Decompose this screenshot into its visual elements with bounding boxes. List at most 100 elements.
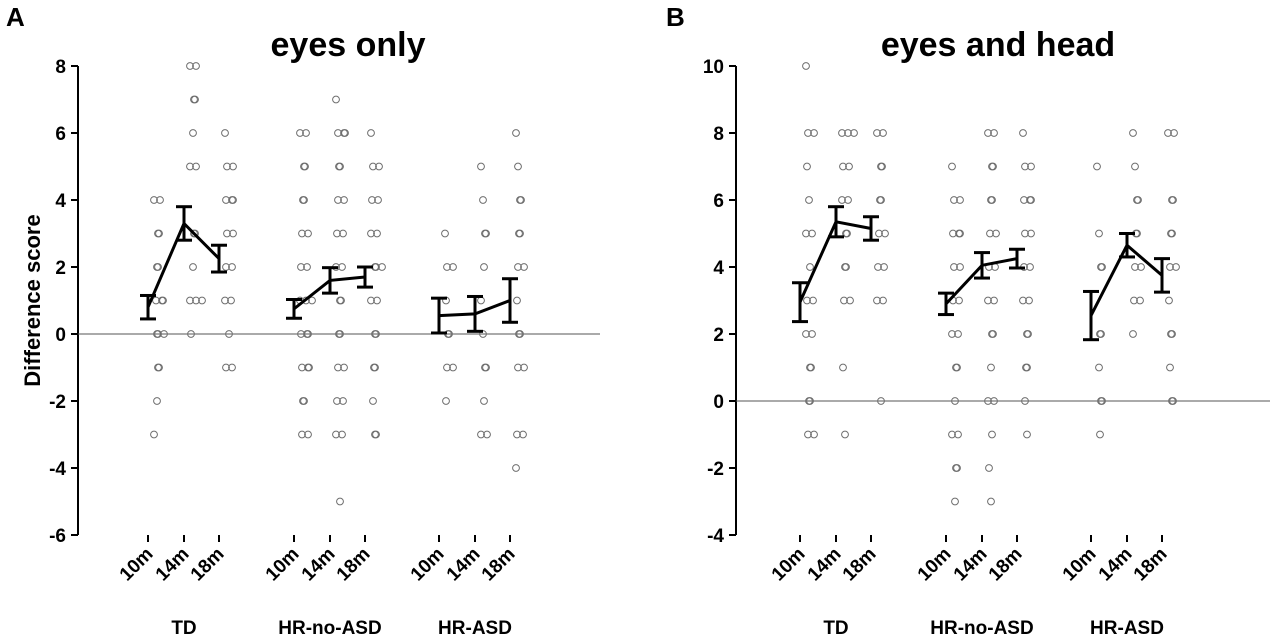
data-point — [223, 229, 231, 238]
data-point — [846, 296, 854, 305]
data-point — [956, 196, 964, 204]
data-point — [986, 229, 994, 238]
data-point — [513, 296, 521, 305]
data-point — [228, 263, 236, 271]
data-point — [948, 162, 956, 171]
data-point — [803, 162, 811, 171]
panel-letter: B — [666, 2, 685, 32]
data-point — [482, 363, 490, 372]
data-point — [477, 296, 485, 305]
data-point — [1172, 263, 1180, 271]
error-bar — [140, 293, 156, 321]
data-point — [154, 263, 162, 271]
data-point — [806, 397, 814, 405]
data-point — [880, 263, 888, 271]
data-point — [191, 95, 199, 104]
group-label: HR-no-ASD — [278, 618, 381, 639]
error-bar — [322, 266, 338, 295]
panel-letter: A — [6, 2, 25, 32]
data-point — [336, 497, 344, 506]
data-point — [480, 397, 488, 405]
data-point — [1023, 363, 1031, 372]
data-point — [512, 464, 520, 472]
data-point — [371, 363, 379, 372]
data-point — [802, 330, 810, 338]
data-point — [1024, 330, 1032, 338]
data-point — [845, 162, 853, 171]
data-point — [192, 162, 200, 171]
data-point — [186, 296, 194, 305]
data-point — [948, 330, 956, 338]
y-tick-label: 8 — [713, 124, 724, 145]
data-point — [1169, 196, 1177, 204]
data-point — [367, 229, 375, 238]
data-point — [300, 196, 308, 204]
data-point — [987, 497, 995, 506]
data-point — [221, 296, 229, 305]
x-tick-label: 10m — [914, 544, 956, 586]
data-point — [807, 363, 815, 372]
error-bar — [176, 205, 192, 242]
data-point — [449, 263, 457, 271]
y-tick-label: -6 — [49, 526, 66, 547]
data-point — [810, 430, 818, 439]
data-point — [1170, 129, 1178, 137]
data-point — [341, 129, 349, 137]
error-bar — [828, 205, 844, 239]
x-tick-label: 14m — [1095, 544, 1137, 586]
data-point — [302, 129, 310, 137]
y-tick-label: -2 — [707, 459, 724, 480]
y-tick-label: -4 — [707, 526, 724, 547]
data-point — [1097, 330, 1105, 338]
data-point — [879, 296, 887, 305]
data-point — [1021, 397, 1029, 405]
data-point — [336, 162, 344, 171]
data-point — [375, 162, 383, 171]
data-point — [222, 363, 230, 372]
error-bar — [792, 281, 808, 324]
data-point — [514, 363, 522, 372]
data-point — [300, 397, 308, 405]
data-point — [1168, 330, 1176, 338]
x-tick-label: 18m — [187, 544, 229, 586]
data-point — [153, 397, 161, 405]
data-point — [1093, 162, 1101, 171]
data-point — [159, 296, 167, 305]
data-point — [988, 196, 996, 204]
y-tick-label: 10 — [703, 57, 724, 78]
error-bar — [357, 265, 373, 289]
data-point — [1168, 229, 1176, 238]
data-point — [189, 129, 197, 137]
data-point — [1095, 363, 1103, 372]
x-tick-label: 18m — [478, 544, 520, 586]
data-point — [304, 330, 312, 338]
data-point — [1166, 263, 1174, 271]
data-point — [186, 62, 194, 70]
data-point — [875, 229, 883, 238]
x-tick-label: 10m — [407, 544, 449, 586]
data-point — [804, 129, 812, 137]
data-point — [953, 464, 961, 472]
chart-title: eyes and head — [881, 26, 1115, 64]
data-point — [373, 229, 381, 238]
data-point — [301, 162, 309, 171]
data-point — [988, 430, 996, 439]
data-point — [369, 162, 377, 171]
data-point — [1027, 162, 1035, 171]
data-point — [1027, 196, 1035, 204]
data-point — [229, 162, 237, 171]
data-point — [956, 263, 964, 271]
data-point — [520, 363, 528, 372]
error-bar — [467, 294, 483, 333]
data-point — [844, 196, 852, 204]
data-point — [1131, 162, 1139, 171]
data-point — [192, 62, 200, 70]
data-point — [296, 129, 304, 137]
y-tick-label: 4 — [713, 258, 724, 279]
data-point — [441, 229, 449, 238]
data-point — [187, 330, 195, 338]
data-point — [838, 196, 846, 204]
data-point — [956, 229, 964, 238]
data-point — [1131, 263, 1139, 271]
data-point — [839, 363, 847, 372]
